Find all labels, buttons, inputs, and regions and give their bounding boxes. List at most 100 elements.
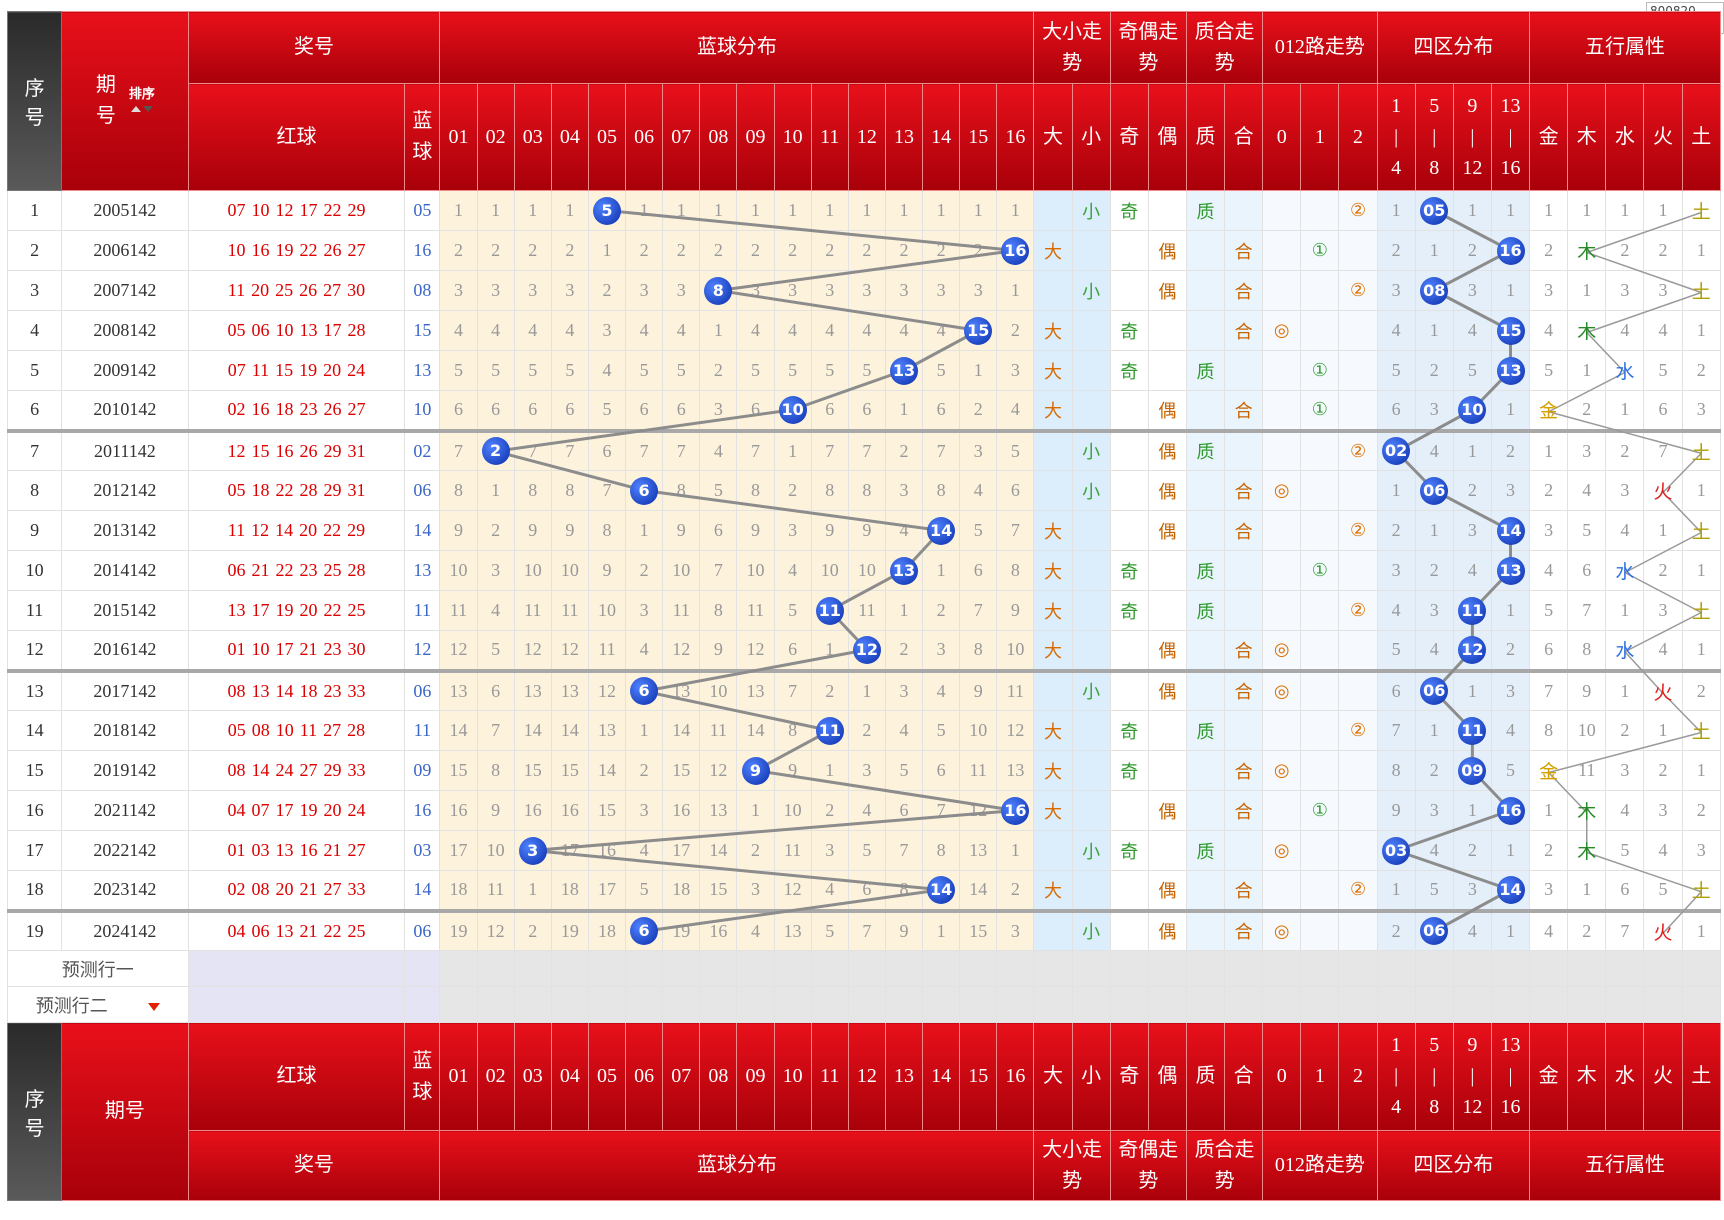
dist-cell: 13 (884, 550, 924, 591)
seq: 9 (6, 510, 63, 551)
blue-hit: 14 (927, 875, 956, 904)
sort-button[interactable]: 排序 (129, 86, 155, 116)
element-cell: 7 (1643, 430, 1683, 471)
dist-cell: 3 (699, 390, 738, 433)
dist-cell: 13 (959, 830, 998, 871)
parity-value: 偶 (1158, 640, 1177, 661)
zone-cell: 2 (1376, 230, 1416, 271)
road-value: ① (1311, 560, 1328, 580)
element-cell: 3 (1567, 430, 1607, 471)
element-cell: 2 (1681, 670, 1722, 711)
red-ball: 19 (275, 600, 294, 620)
zone-cell: 3 (1452, 510, 1492, 551)
zone-cell: 3 (1452, 870, 1492, 913)
parity-cell (1147, 350, 1187, 391)
dist-cell: 11 (773, 830, 812, 871)
issue: 2024142 (61, 910, 189, 951)
parity-cell (1147, 590, 1187, 631)
dist-cell: 2 (476, 430, 515, 471)
element-cell: 4 (1567, 470, 1607, 511)
element-cell: 4 (1643, 830, 1683, 871)
red-ball: 29 (323, 760, 342, 780)
blue-hit: 16 (1001, 796, 1030, 825)
dist-cell: 3 (773, 510, 812, 551)
predict-toggle[interactable] (147, 1003, 160, 1012)
predict-cell (922, 986, 961, 1023)
predict-cell (1262, 986, 1302, 1023)
red-balls: 02 08 20 21 27 33 (187, 870, 406, 913)
dist-cell: 4 (625, 310, 664, 351)
blue-ball: 02 (404, 430, 441, 471)
road-cell (1338, 550, 1378, 591)
zone-cell: 05 (1414, 190, 1454, 231)
red-ball: 14 (275, 680, 294, 701)
dist-cell: 10 (439, 550, 478, 591)
dist-cell: 5 (625, 870, 664, 913)
element-header: 五行属性 (1529, 1130, 1721, 1201)
dist-cell: 9 (476, 790, 515, 831)
prime-cell (1185, 310, 1226, 351)
zone-cell: 1 (1414, 230, 1454, 271)
predict-cell (996, 986, 1035, 1023)
predict-text: 预测行二 (35, 995, 108, 1016)
dist-cell: 6 (625, 670, 664, 711)
dist-cell: 4 (662, 310, 701, 351)
dist-cell: 10 (810, 550, 849, 591)
dist-cell: 3 (736, 870, 775, 913)
zone-cell: 1 (1490, 190, 1531, 231)
zone-hit: 13 (1496, 556, 1525, 585)
dist-cell: 3 (884, 470, 924, 511)
prime-value: 合 (1234, 880, 1253, 901)
element-cell: 2 (1605, 230, 1645, 271)
element-cell: 5 (1605, 830, 1645, 871)
dist-cell: 12 (996, 710, 1035, 751)
dist-cell: 14 (550, 710, 589, 751)
dist-cell: 18 (550, 870, 589, 913)
dist-cell: 2 (847, 710, 886, 751)
data-row: 6 2010142 02 16 18 23 26 27 10 6 6 6 6 5 6 6 3 6 10 6 6 1 6 2 4 大… (6, 390, 1722, 433)
blue-hit: 12 (852, 635, 881, 664)
dist-cell: 2 (439, 230, 478, 271)
road-cell: ② (1338, 430, 1378, 471)
road-cell: ① (1300, 790, 1340, 831)
seq: 15 (6, 750, 63, 791)
red-ball: 29 (323, 480, 342, 500)
seq: 18 (6, 870, 63, 913)
dist-cell: 1 (847, 670, 886, 711)
zone-cell: 06 (1414, 470, 1454, 511)
prime-cell (1185, 750, 1226, 791)
size-cell: 小 (1071, 430, 1111, 471)
blue-ball: 16 (404, 790, 441, 831)
data-row: 18 2023142 02 08 20 21 27 33 14 18 11 1 18 17 5 18 15 3 12… (6, 870, 1722, 913)
red-ball: 20 (323, 800, 342, 820)
red-ball: 17 (299, 200, 318, 220)
dist-cell: 12 (847, 630, 886, 673)
parity-cell: 偶 (1147, 790, 1187, 831)
data-row: 8 2012142 05 18 22 28 29 31 06 8 1 8 8 7 6 8 5 8 2 8 8 3 8 4 6 小偶… (6, 470, 1722, 511)
blue-dist-header: 蓝球分布 (439, 1130, 1035, 1201)
road-cell (1300, 710, 1340, 751)
column-header: 14 (922, 83, 961, 191)
element-cell: 3 (1681, 390, 1722, 433)
zone-cell: 5 (1414, 870, 1454, 913)
zone-cell: 3 (1414, 790, 1454, 831)
red-ball: 26 (323, 240, 342, 260)
parity-value: 偶 (1158, 442, 1177, 463)
red-ball: 27 (299, 760, 318, 780)
dist-cell: 3 (847, 750, 886, 791)
dist-cell: 7 (996, 510, 1035, 551)
element-cell: 1 (1567, 870, 1607, 913)
element-cell: 土 (1681, 590, 1722, 631)
parity-value: 奇 (1120, 201, 1139, 222)
size-cell (1033, 830, 1073, 871)
prime-cell (1224, 190, 1264, 231)
zone-cell: 5 (1376, 350, 1416, 391)
prime-value: 合 (1234, 922, 1253, 943)
dist-cell: 7 (476, 710, 515, 751)
dist-cell: 2 (884, 230, 924, 271)
dist-cell: 13 (513, 670, 552, 711)
zone-cell: 6 (1376, 670, 1416, 711)
dist-cell: 1 (625, 510, 664, 551)
dist-cell: 4 (476, 310, 515, 351)
dist-cell: 14 (439, 710, 478, 751)
